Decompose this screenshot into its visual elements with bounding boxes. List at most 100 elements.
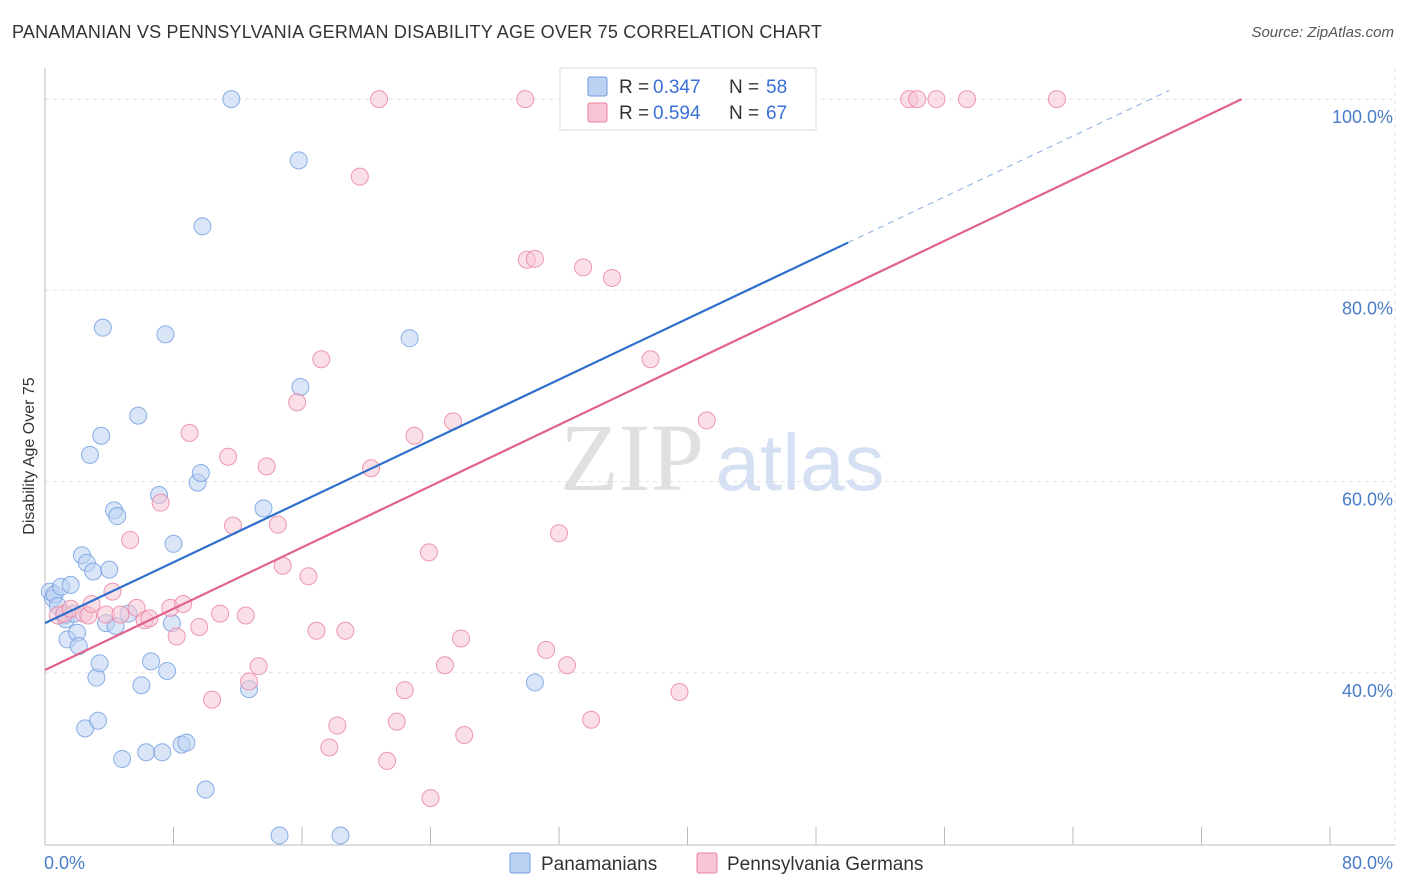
data-point [670, 683, 689, 701]
data-point [61, 575, 80, 594]
data-point [603, 268, 622, 287]
legend-swatch-pennsylvania-germans [587, 102, 608, 123]
data-point [582, 710, 601, 729]
data-point [558, 656, 577, 675]
data-point [89, 711, 108, 730]
trend-lines [44, 89, 1243, 671]
data-point [516, 90, 535, 109]
data-point [100, 560, 119, 579]
series-legend-label-pennsylvania-germans: Pennsylvania Germans [727, 854, 923, 875]
data-point [435, 656, 454, 675]
axes [44, 68, 1395, 846]
data-point [254, 499, 273, 518]
data-point [697, 411, 716, 430]
data-point [957, 90, 976, 109]
data-point [291, 377, 310, 396]
data-point [419, 543, 438, 562]
legend-swatch-panamanians [587, 76, 608, 97]
data-point [421, 789, 440, 808]
data-point [113, 749, 132, 768]
watermark-atlas: atlas [716, 418, 885, 507]
y-tick-label: 40.0% [1342, 681, 1393, 701]
data-point [93, 318, 112, 337]
x-tick-label: 80.0% [1342, 853, 1393, 873]
legend-n-label-1: N = [729, 77, 759, 98]
trend-line-pennsylvania-germans [44, 98, 1243, 671]
series-legend-label-panamanians: Panamanians [541, 854, 657, 875]
trend-line-panamanians [44, 241, 849, 625]
y-tick-label: 80.0% [1342, 298, 1393, 318]
legend-r-label-1: R = [619, 77, 649, 98]
y-tick-label: 100.0% [1332, 107, 1393, 127]
data-point [137, 743, 156, 762]
data-point [80, 445, 99, 464]
data-point [222, 90, 241, 109]
data-point [299, 567, 318, 586]
data-point [387, 712, 406, 731]
data-point [151, 493, 170, 512]
data-point [312, 350, 331, 369]
data-point [129, 406, 148, 425]
data-point [307, 621, 326, 640]
data-point [142, 652, 161, 671]
y-tick-label: 60.0% [1342, 490, 1393, 510]
data-point [320, 738, 339, 757]
data-point [132, 676, 151, 695]
data-point [378, 751, 397, 770]
data-point [249, 657, 268, 676]
data-point [350, 167, 369, 186]
data-point [525, 673, 544, 692]
data-point [239, 672, 258, 691]
data-point [158, 661, 177, 680]
legend-n-value-2: 67 [766, 103, 787, 124]
legend-r-value-1: 0.347 [653, 77, 701, 98]
data-point [452, 629, 471, 648]
data-point [400, 329, 419, 348]
data-point [211, 604, 230, 623]
data-point [108, 507, 127, 526]
y-tick-labels: 40.0% 60.0% 80.0% 100.0% [1332, 107, 1393, 701]
watermark-zip: ZIP [560, 404, 704, 511]
data-point [236, 606, 255, 625]
data-point [1047, 90, 1066, 109]
data-point [331, 826, 350, 845]
data-point [167, 627, 186, 646]
y-axis-label: Disability Age Over 75 [21, 377, 38, 535]
data-point [908, 90, 927, 109]
series-legend-swatch-panamanians [509, 852, 531, 874]
data-point [111, 605, 130, 624]
data-point [405, 426, 424, 445]
data-point [268, 515, 287, 534]
data-point [156, 325, 175, 344]
data-point [92, 426, 111, 445]
data-point [164, 534, 183, 553]
data-point [550, 524, 568, 543]
data-point [153, 743, 172, 762]
data-point [219, 447, 238, 466]
trend-line-extension [847, 89, 1170, 244]
data-point [90, 654, 109, 673]
data-point [203, 690, 222, 709]
data-point [289, 151, 308, 170]
data-point [121, 530, 140, 549]
legend-r-label-2: R = [619, 103, 649, 124]
data-point [455, 726, 474, 745]
data-point [177, 733, 196, 752]
data-point [641, 350, 660, 369]
x-tick-labels: 0.0% 80.0% [44, 853, 1393, 873]
series-legend: Panamanians Pennsylvania Germans [509, 852, 923, 875]
data-point [525, 249, 544, 268]
data-point [927, 90, 946, 109]
data-point [328, 716, 347, 735]
data-point [574, 258, 593, 277]
data-point [196, 780, 215, 799]
data-point [537, 640, 556, 659]
data-point [84, 562, 103, 581]
data-point [370, 90, 389, 109]
data-point [395, 681, 414, 700]
legend-n-value-1: 58 [766, 77, 787, 98]
correlation-legend: R = 0.347 N = 58 R = 0.594 N = 67 [559, 67, 817, 131]
data-point [288, 393, 307, 412]
chart-title: PANAMANIAN VS PENNSYLVANIA GERMAN DISABI… [12, 22, 823, 42]
